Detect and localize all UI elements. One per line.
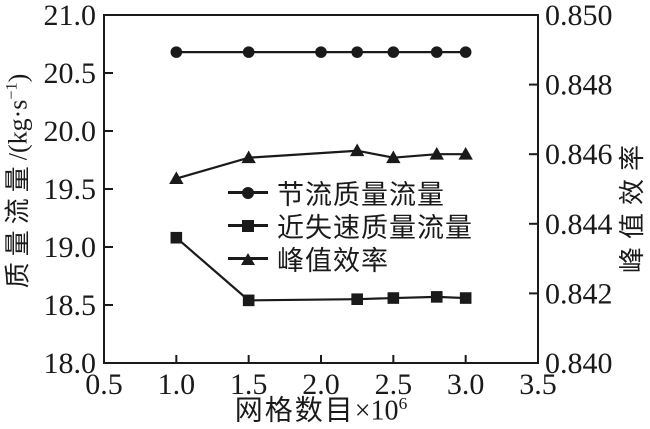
left-y-axis-title-unit: /(kg·s (3, 99, 33, 161)
svg-text:19.5: 19.5 (44, 173, 97, 206)
x-axis-title-cjk: 网格数目 (234, 395, 355, 427)
svg-text:0.842: 0.842 (545, 277, 613, 310)
left-y-axis-title-cjk: 质量流量 (3, 160, 33, 289)
legend: 节流质量流量 近失速质量流量 峰值效率 (228, 176, 473, 276)
legend-item-near-stall-mass-flow: 近失速质量流量 (228, 209, 473, 243)
circle-marker-icon (242, 186, 254, 199)
svg-text:1.0: 1.0 (158, 368, 196, 401)
left-y-axis-title: 质量流量/(kg·s−1) (3, 73, 33, 289)
left-y-axis-title-unit-close: ) (3, 73, 33, 83)
x-axis-title-mult: ×10 (354, 395, 399, 427)
legend-line-sample (228, 186, 268, 199)
square-marker-icon (242, 219, 254, 232)
svg-text:0.844: 0.844 (545, 208, 613, 241)
legend-label: 近失速质量流量 (277, 213, 473, 243)
x-axis-title: 网格数目×106 (235, 395, 408, 425)
svg-text:1.5: 1.5 (230, 368, 268, 401)
svg-text:18.5: 18.5 (44, 289, 97, 322)
legend-item-peak-efficiency: 峰值效率 (228, 242, 473, 276)
svg-text:20.0: 20.0 (44, 115, 97, 148)
legend-line-sample (228, 219, 268, 232)
legend-item-choke-mass-flow: 节流质量流量 (228, 176, 473, 210)
svg-text:2.0: 2.0 (302, 368, 340, 401)
svg-text:0.5: 0.5 (85, 368, 123, 401)
svg-text:0.850: 0.850 (545, 0, 613, 32)
right-y-axis-title: 峰值效率 (618, 136, 647, 274)
svg-text:0.846: 0.846 (545, 138, 613, 171)
svg-text:18.0: 18.0 (44, 347, 97, 380)
svg-text:0.840: 0.840 (545, 347, 613, 380)
svg-text:19.0: 19.0 (44, 231, 97, 264)
svg-text:3.0: 3.0 (447, 368, 485, 401)
legend-label: 节流质量流量 (277, 180, 445, 210)
legend-label: 峰值效率 (277, 246, 389, 276)
svg-text:21.0: 21.0 (44, 0, 97, 32)
svg-text:2.5: 2.5 (375, 368, 413, 401)
x-axis-title-exponent: 6 (398, 394, 408, 413)
left-y-axis-title-exponent: −1 (3, 82, 21, 100)
svg-text:3.5: 3.5 (519, 368, 557, 401)
triangle-marker-icon (241, 252, 255, 265)
legend-line-sample (228, 252, 268, 265)
svg-text:0.848: 0.848 (545, 69, 613, 102)
svg-text:20.5: 20.5 (44, 57, 97, 90)
